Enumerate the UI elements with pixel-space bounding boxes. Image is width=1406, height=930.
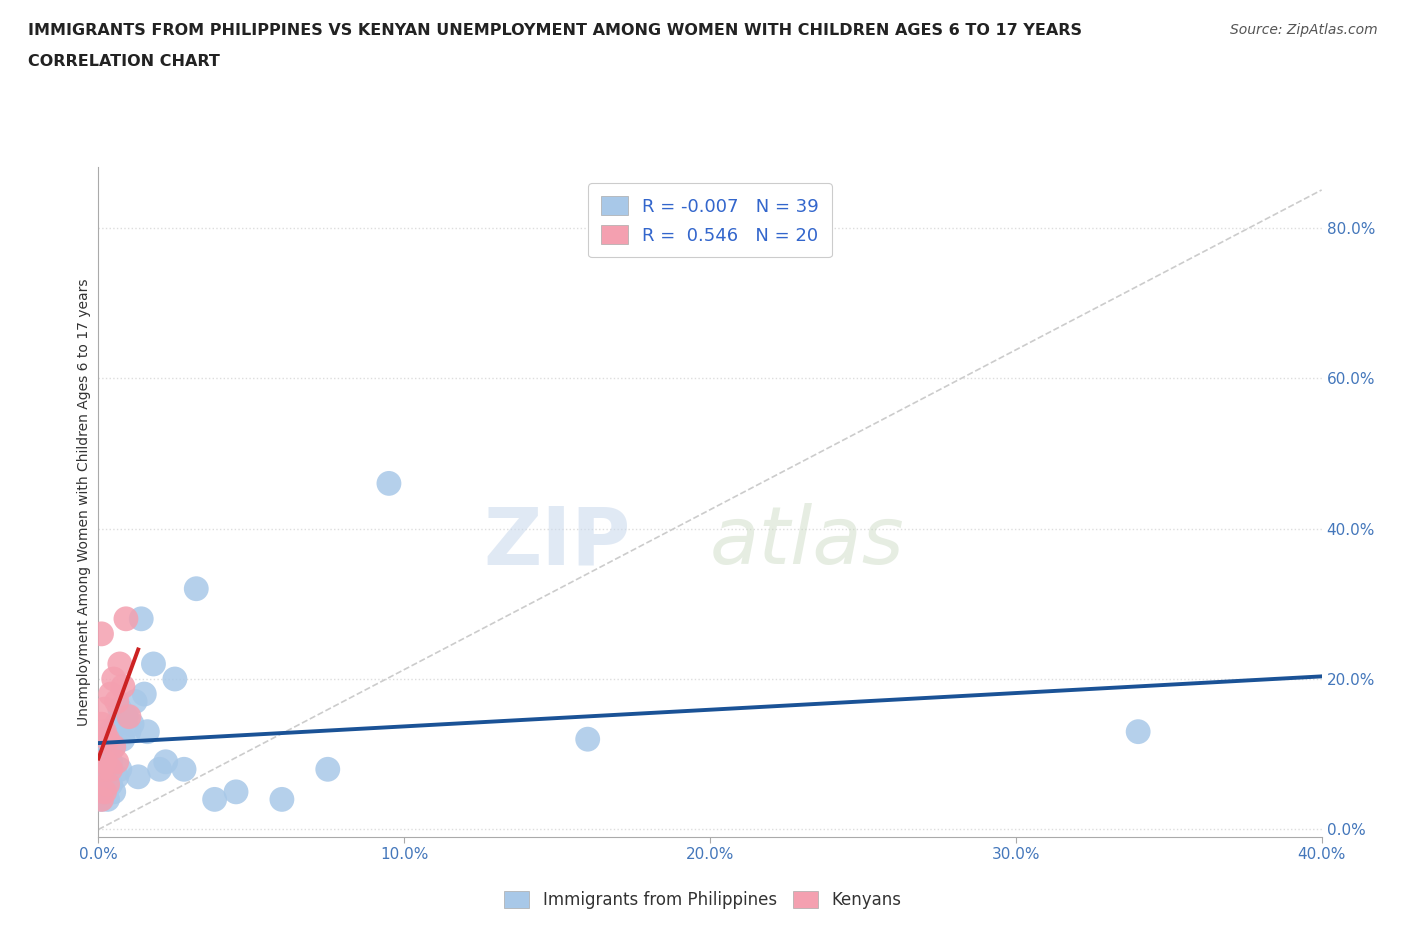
Point bbox=[225, 784, 247, 799]
Legend: R = -0.007   N = 39, R =  0.546   N = 20: R = -0.007 N = 39, R = 0.546 N = 20 bbox=[588, 183, 832, 258]
Point bbox=[93, 754, 115, 769]
Point bbox=[1128, 724, 1150, 739]
Point bbox=[576, 732, 599, 747]
Point bbox=[100, 762, 122, 777]
Point bbox=[90, 792, 112, 807]
Point bbox=[378, 476, 401, 491]
Text: CORRELATION CHART: CORRELATION CHART bbox=[28, 54, 219, 69]
Point bbox=[97, 732, 120, 747]
Point bbox=[90, 792, 112, 807]
Point bbox=[100, 754, 122, 769]
Text: atlas: atlas bbox=[710, 503, 905, 581]
Point bbox=[142, 657, 165, 671]
Point bbox=[97, 747, 120, 762]
Point bbox=[115, 710, 138, 724]
Point bbox=[127, 769, 149, 784]
Point bbox=[105, 694, 128, 709]
Text: ZIP: ZIP bbox=[484, 503, 630, 581]
Point bbox=[118, 724, 141, 739]
Point bbox=[108, 762, 131, 777]
Point bbox=[111, 679, 134, 694]
Point bbox=[105, 754, 128, 769]
Point bbox=[108, 701, 131, 716]
Point bbox=[93, 701, 115, 716]
Point bbox=[103, 671, 125, 686]
Point bbox=[100, 686, 122, 701]
Point bbox=[121, 717, 143, 732]
Point bbox=[316, 762, 339, 777]
Point bbox=[270, 792, 292, 807]
Legend: Immigrants from Philippines, Kenyans: Immigrants from Philippines, Kenyans bbox=[496, 883, 910, 917]
Point bbox=[103, 739, 125, 754]
Point bbox=[155, 754, 177, 769]
Point bbox=[134, 686, 156, 701]
Point bbox=[204, 792, 226, 807]
Point bbox=[100, 777, 122, 791]
Point bbox=[149, 762, 172, 777]
Text: IMMIGRANTS FROM PHILIPPINES VS KENYAN UNEMPLOYMENT AMONG WOMEN WITH CHILDREN AGE: IMMIGRANTS FROM PHILIPPINES VS KENYAN UN… bbox=[28, 23, 1083, 38]
Point bbox=[108, 657, 131, 671]
Point bbox=[90, 627, 112, 642]
Point bbox=[115, 611, 138, 626]
Point bbox=[90, 717, 112, 732]
Text: Source: ZipAtlas.com: Source: ZipAtlas.com bbox=[1230, 23, 1378, 37]
Point bbox=[105, 769, 128, 784]
Point bbox=[129, 611, 152, 626]
Point bbox=[124, 694, 146, 709]
Point bbox=[90, 762, 112, 777]
Point bbox=[103, 784, 125, 799]
Point bbox=[136, 724, 159, 739]
Point bbox=[93, 784, 115, 799]
Point bbox=[97, 792, 120, 807]
Point bbox=[163, 671, 186, 686]
Point bbox=[90, 777, 112, 791]
Point bbox=[100, 724, 122, 739]
Point bbox=[173, 762, 195, 777]
Point bbox=[97, 777, 120, 791]
Point bbox=[97, 769, 120, 784]
Point bbox=[118, 710, 141, 724]
Point bbox=[93, 732, 115, 747]
Point bbox=[93, 762, 115, 777]
Point bbox=[105, 717, 128, 732]
Point bbox=[93, 784, 115, 799]
Point bbox=[186, 581, 208, 596]
Y-axis label: Unemployment Among Women with Children Ages 6 to 17 years: Unemployment Among Women with Children A… bbox=[77, 278, 91, 726]
Point bbox=[93, 724, 115, 739]
Point bbox=[111, 732, 134, 747]
Point bbox=[103, 739, 125, 754]
